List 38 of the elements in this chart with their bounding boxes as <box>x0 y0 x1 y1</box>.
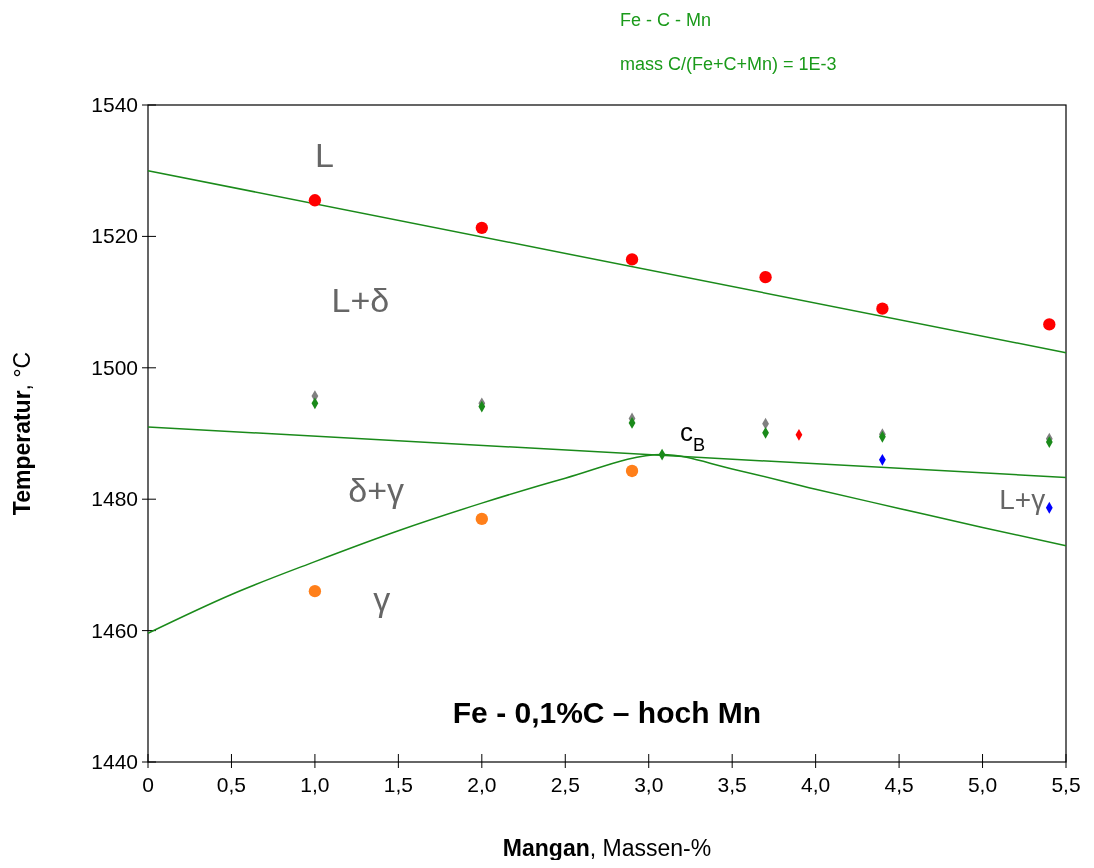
x-tick-label: 4,0 <box>801 773 831 796</box>
y-tick-label: 1520 <box>91 224 138 248</box>
x-tick-label: 3,0 <box>634 773 664 796</box>
x-tick-label: 1,0 <box>300 773 330 796</box>
annotation: L+δ <box>331 280 390 319</box>
annotation: L <box>314 136 334 175</box>
point <box>876 302 889 315</box>
x-axis-title: Mangan, Massen-% <box>502 835 712 861</box>
annotation: L+γ <box>999 484 1046 516</box>
x-tick-label: 2,0 <box>467 773 497 796</box>
x-tick-label: 4,5 <box>884 773 914 796</box>
annotation: γ <box>373 579 391 618</box>
point <box>625 253 639 266</box>
point <box>625 464 639 478</box>
x-tick-label: 1,5 <box>383 773 413 796</box>
x-tick-label: 0,5 <box>216 773 247 796</box>
x-tick-label: 5,5 <box>1051 773 1081 796</box>
annotation: δ+γ <box>348 471 405 510</box>
text: mass C/(Fe+C+Mn) = 1E-3 <box>620 54 837 74</box>
point <box>759 270 772 284</box>
x-tick-label: 2,5 <box>550 773 580 796</box>
text: Fe - C - Mn <box>620 10 712 30</box>
point <box>475 221 488 235</box>
point <box>308 194 322 207</box>
annotation: c$_{B}$ <box>680 416 706 455</box>
y-tick-label: 1460 <box>91 618 138 642</box>
x-tick-label: 0 <box>142 773 154 796</box>
y-tick-label: 1480 <box>91 487 138 511</box>
point <box>475 512 488 526</box>
y-tick-label: 1540 <box>91 93 138 116</box>
y-axis-title: Temperatur, °C <box>9 351 35 516</box>
x-tick-label: 5,0 <box>967 773 998 796</box>
y-tick-label: 1440 <box>91 750 138 773</box>
point <box>308 585 322 598</box>
x-tick-label: 3,5 <box>717 773 747 796</box>
y-tick-label: 1500 <box>91 355 138 379</box>
text: Fe - 0,1%C – hoch Mn <box>452 695 762 729</box>
point <box>1043 318 1056 331</box>
